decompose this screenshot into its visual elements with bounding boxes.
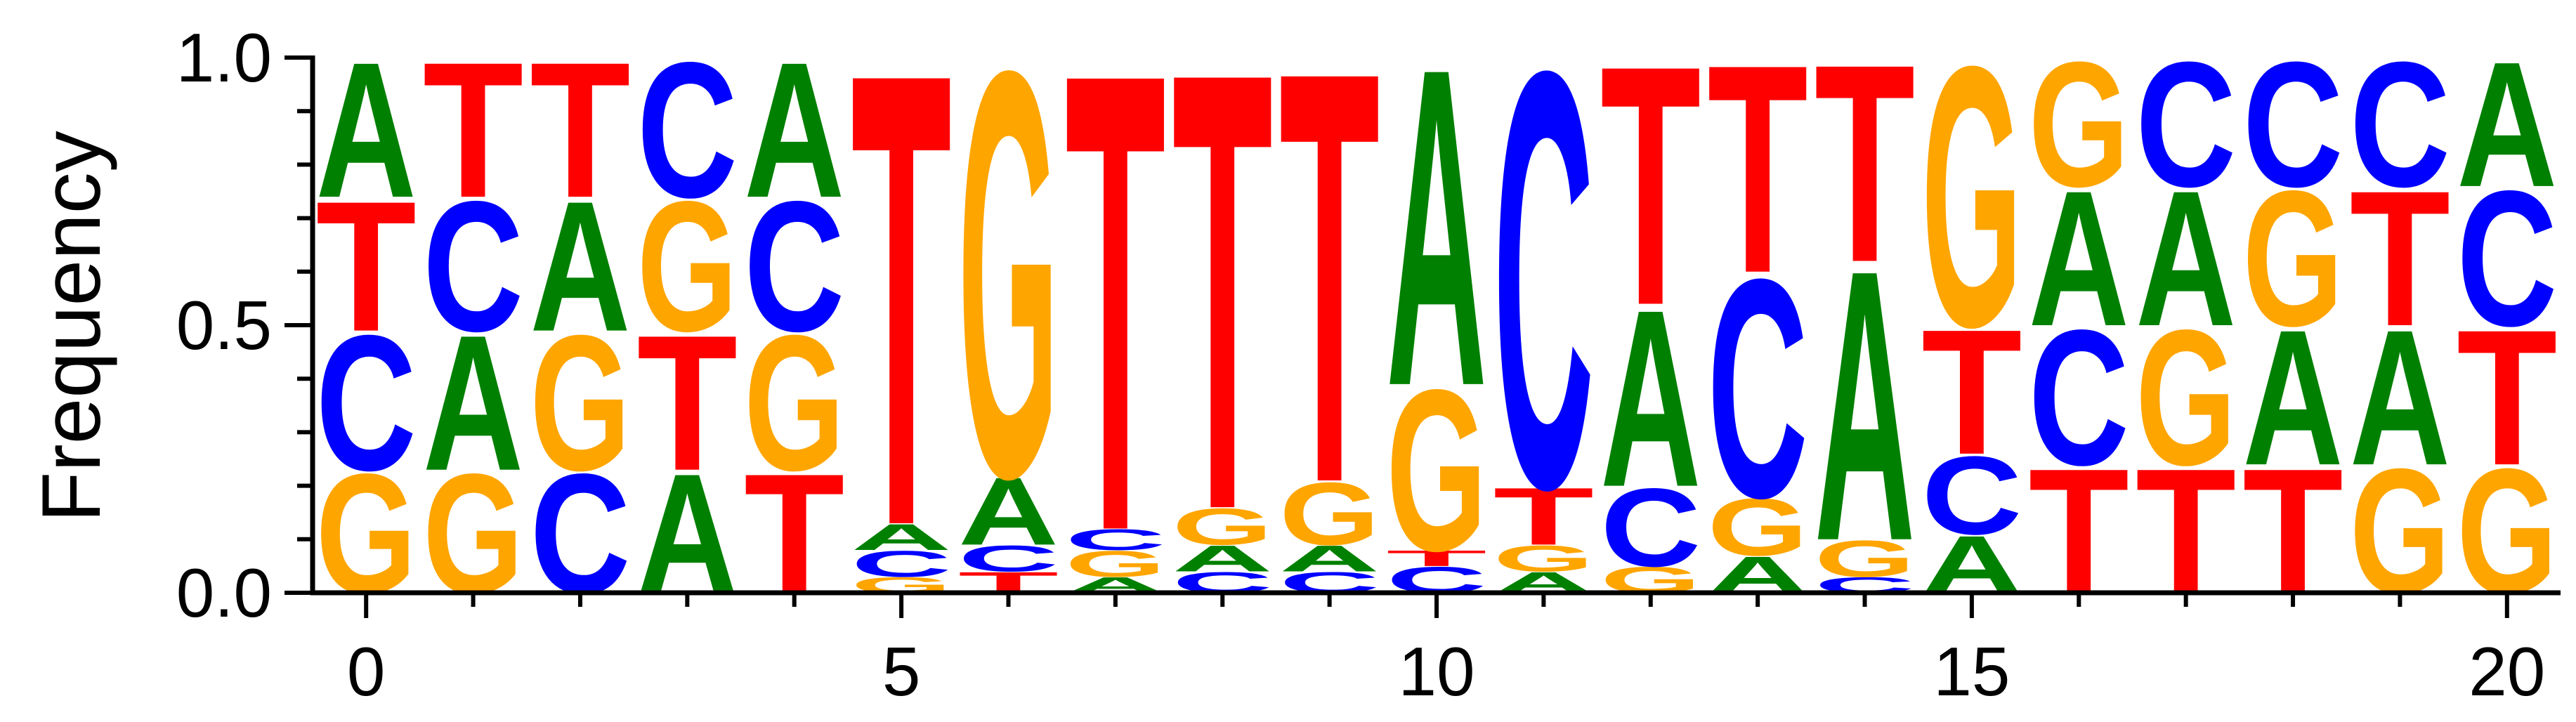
logo-letter-a: A bbox=[2136, 150, 2236, 366]
logo-letter-g: G bbox=[1279, 464, 1380, 564]
y-tick-label: 1.0 bbox=[176, 19, 272, 96]
logo-letter-t: T bbox=[1279, 0, 1380, 605]
logo-letter-a: A bbox=[423, 295, 523, 511]
logo-letter-a: A bbox=[1279, 538, 1380, 579]
logo-letter-a: A bbox=[530, 162, 630, 370]
logo-letter-a: A bbox=[958, 457, 1059, 565]
logo-letter-a: A bbox=[2350, 289, 2450, 505]
logo-letter-c: C bbox=[2242, 25, 2343, 224]
logo-letter-t: T bbox=[1172, 0, 1273, 640]
logo-letter-c: C bbox=[316, 295, 417, 511]
logo-letter-t: T bbox=[1815, 5, 1915, 321]
logo-letter-t: T bbox=[423, 23, 523, 239]
x-tick-label: 0 bbox=[347, 633, 386, 710]
logo-letter-t: T bbox=[1921, 292, 2022, 492]
logo-letter-t: T bbox=[2350, 151, 2450, 367]
logo-letter-g: G bbox=[2029, 25, 2129, 225]
logo-letter-a: A bbox=[1600, 257, 1701, 540]
logo-letter-c: C bbox=[1921, 433, 2022, 558]
logo-letter-t: T bbox=[1600, 0, 1701, 376]
x-tick-label: 20 bbox=[2469, 633, 2545, 710]
logo-letter-c: C bbox=[423, 162, 523, 370]
x-tick-label: 5 bbox=[882, 633, 921, 710]
logo-letter-a: A bbox=[316, 22, 417, 237]
logo-letter-c: C bbox=[1708, 214, 1808, 563]
y-tick-label: 0.0 bbox=[176, 554, 272, 631]
logo-letter-c: C bbox=[2350, 25, 2450, 224]
logo-letter-a: A bbox=[1386, 0, 1486, 481]
logo-letter-g: G bbox=[1493, 537, 1594, 579]
logo-letter-a: A bbox=[1815, 190, 1915, 622]
logo-letter-t: T bbox=[1493, 471, 1594, 562]
logo-letter-a: A bbox=[744, 22, 844, 237]
logo-letter-a: A bbox=[2457, 25, 2557, 224]
logo-letter-c: C bbox=[1493, 0, 1594, 612]
logo-letter-c: C bbox=[2457, 150, 2557, 366]
logo-letter-c: C bbox=[744, 162, 844, 370]
logo-letter-c: C bbox=[2029, 289, 2129, 505]
logo-letter-t: T bbox=[851, 0, 951, 661]
logo-letter-c: C bbox=[1600, 466, 1701, 591]
logo-letter-g: G bbox=[2242, 150, 2343, 367]
logo-letter-g: G bbox=[637, 164, 738, 371]
logo-letter-g: G bbox=[1065, 543, 1165, 584]
logo-letter-g: G bbox=[1386, 342, 1486, 599]
logo-letter-c: C bbox=[851, 543, 951, 584]
logo-letter-c: C bbox=[958, 538, 1059, 579]
logo-letter-c: C bbox=[1065, 523, 1165, 556]
logo-letter-c: C bbox=[637, 22, 738, 237]
logo-letter-a: A bbox=[2242, 289, 2343, 505]
x-ticks: 0 5 10 15 20 bbox=[347, 593, 2545, 710]
y-ticks: 0.0 0.5 1.0 bbox=[176, 19, 313, 631]
logo-letter-t: T bbox=[1386, 546, 1486, 570]
logo-letter-t: T bbox=[316, 162, 417, 369]
logo-letter-g: G bbox=[1708, 482, 1808, 573]
logo-letter-g: G bbox=[530, 295, 630, 511]
logo-letter-g: G bbox=[958, 0, 1059, 598]
logo-letter-a: A bbox=[1172, 538, 1273, 579]
x-tick-label: 15 bbox=[1933, 633, 2010, 710]
logo-letter-a: A bbox=[851, 516, 951, 558]
logo-letter-g: G bbox=[1815, 530, 1915, 588]
logo-letter-t: T bbox=[530, 23, 630, 239]
axes: 0.0 0.5 1.0 0 5 10 15 20 bbox=[176, 19, 2561, 710]
logo-letter-g: G bbox=[1172, 497, 1273, 556]
logo-letter-t: T bbox=[2457, 291, 2557, 506]
y-axis-title: Frequency bbox=[25, 131, 118, 523]
x-tick-label: 10 bbox=[1398, 633, 1475, 710]
logo-letter-a: A bbox=[2029, 150, 2129, 366]
logo-letter-c: C bbox=[2136, 25, 2236, 224]
logo-letter-t: T bbox=[1065, 0, 1165, 667]
logo-letter-g: G bbox=[2136, 289, 2236, 506]
logo-letter-t: T bbox=[1708, 2, 1808, 335]
y-tick-label: 0.5 bbox=[176, 287, 272, 364]
logo-letter-t: T bbox=[637, 296, 738, 511]
logo-letter-g: G bbox=[744, 295, 844, 511]
logo-letter-g: G bbox=[1921, 0, 2022, 404]
